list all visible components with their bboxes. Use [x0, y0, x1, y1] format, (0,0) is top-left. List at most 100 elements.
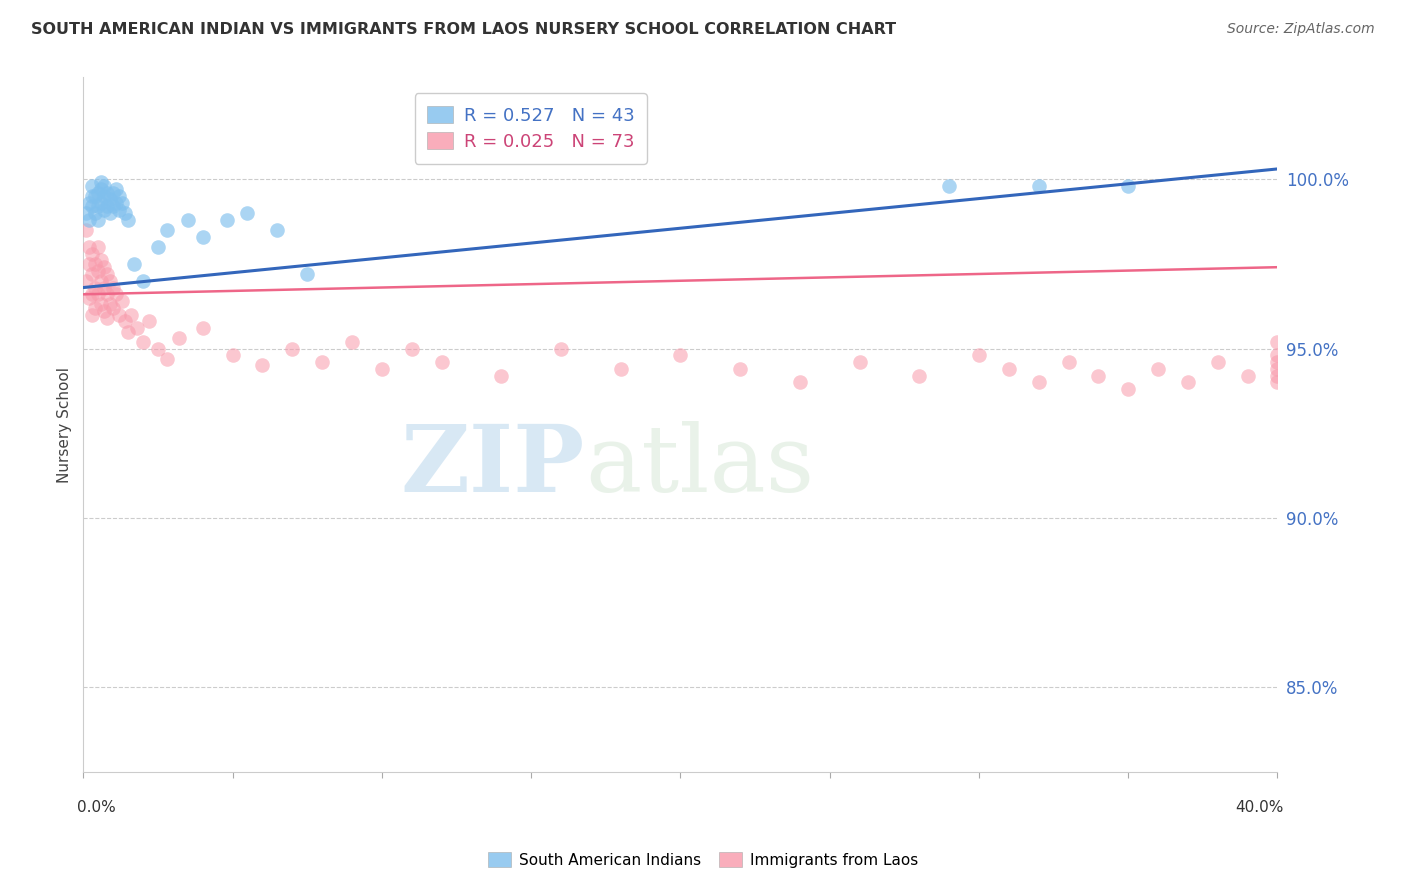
Point [87, 240, 110, 254]
Point [75, 223, 97, 237]
Point [728, 362, 751, 376]
Point [90, 297, 112, 311]
Point [221, 348, 243, 362]
Point [77, 257, 100, 271]
Point [295, 267, 318, 281]
Point [90, 176, 112, 190]
Point [117, 325, 139, 339]
Point [111, 195, 134, 210]
Point [1267, 376, 1289, 390]
Point [281, 342, 304, 356]
Point [82, 199, 104, 213]
Point [98, 297, 121, 311]
Point [96, 199, 118, 213]
Point [266, 223, 288, 237]
Point [90, 182, 112, 196]
Point [1177, 376, 1199, 390]
Legend: South American Indians, Immigrants from Laos: South American Indians, Immigrants from … [482, 846, 924, 873]
Point [550, 342, 572, 356]
Point [967, 348, 990, 362]
Point [84, 189, 107, 203]
Point [98, 193, 121, 207]
Point [96, 186, 118, 200]
Point [96, 311, 118, 326]
Point [90, 195, 112, 210]
Point [82, 287, 104, 301]
Point [93, 280, 115, 294]
Point [82, 189, 104, 203]
Point [1028, 376, 1050, 390]
Point [252, 359, 274, 373]
Text: SOUTH AMERICAN INDIAN VS IMMIGRANTS FROM LAOS NURSERY SCHOOL CORRELATION CHART: SOUTH AMERICAN INDIAN VS IMMIGRANTS FROM… [31, 22, 896, 37]
Point [132, 334, 155, 349]
Point [111, 294, 134, 309]
Point [93, 189, 115, 203]
Point [84, 257, 107, 271]
Text: 0.0%: 0.0% [77, 800, 117, 815]
Point [93, 304, 115, 318]
Point [401, 342, 423, 356]
Point [1236, 368, 1258, 383]
Point [311, 355, 333, 369]
Point [93, 178, 115, 193]
Point [177, 212, 200, 227]
Point [938, 178, 960, 193]
Point [371, 362, 394, 376]
Point [122, 257, 145, 271]
Point [82, 308, 104, 322]
Point [108, 189, 131, 203]
Point [491, 368, 513, 383]
Point [98, 274, 121, 288]
Point [90, 274, 112, 288]
Point [1116, 382, 1139, 396]
Point [96, 287, 118, 301]
Point [789, 376, 811, 390]
Point [146, 342, 169, 356]
Point [1057, 355, 1080, 369]
Point [146, 240, 169, 254]
Point [87, 287, 110, 301]
Point [236, 206, 259, 220]
Point [156, 223, 179, 237]
Point [191, 321, 214, 335]
Legend: R = 0.527   N = 43, R = 0.025   N = 73: R = 0.527 N = 43, R = 0.025 N = 73 [415, 94, 647, 163]
Point [1206, 355, 1229, 369]
Point [430, 355, 453, 369]
Point [117, 212, 139, 227]
Point [77, 291, 100, 305]
Point [84, 301, 107, 315]
Text: Source: ZipAtlas.com: Source: ZipAtlas.com [1227, 22, 1375, 37]
Point [101, 186, 124, 200]
Point [87, 199, 110, 213]
Point [1116, 178, 1139, 193]
Point [84, 280, 107, 294]
Point [77, 240, 100, 254]
Point [101, 301, 124, 315]
Text: 40.0%: 40.0% [1234, 800, 1284, 815]
Point [669, 348, 692, 362]
Point [132, 274, 155, 288]
Point [215, 212, 238, 227]
Point [191, 229, 214, 244]
Point [114, 206, 136, 220]
Point [87, 186, 110, 200]
Point [848, 355, 870, 369]
Point [108, 202, 131, 217]
Point [75, 206, 97, 220]
Point [120, 308, 142, 322]
Point [82, 267, 104, 281]
Point [77, 195, 100, 210]
Point [77, 212, 100, 227]
Point [1147, 362, 1170, 376]
Text: ZIP: ZIP [401, 421, 585, 511]
Point [1267, 334, 1289, 349]
Point [87, 212, 110, 227]
Point [609, 362, 631, 376]
Point [82, 246, 104, 260]
Point [908, 368, 931, 383]
Point [101, 199, 124, 213]
Point [101, 280, 124, 294]
Point [340, 334, 363, 349]
Point [1087, 368, 1109, 383]
Point [93, 260, 115, 275]
